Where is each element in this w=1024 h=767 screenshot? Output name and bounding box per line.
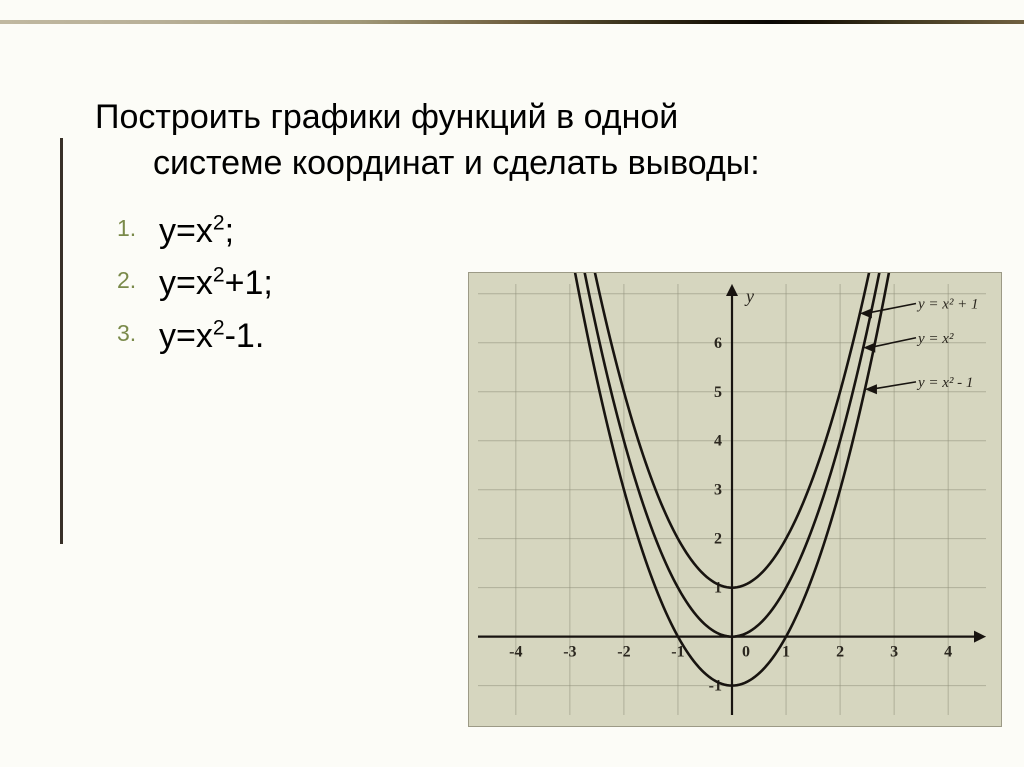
svg-text:0: 0 (742, 644, 750, 661)
svg-text:1: 1 (782, 644, 790, 661)
svg-text:3: 3 (890, 644, 898, 661)
parabolas-chart: -4-3-2-101234-1123456yy = x² + 1y = x²y … (468, 272, 1002, 727)
svg-text:2: 2 (714, 531, 722, 548)
svg-text:-2: -2 (617, 644, 630, 661)
svg-text:y: y (744, 286, 754, 306)
svg-text:4: 4 (944, 644, 952, 661)
svg-text:y = x²: y = x² (916, 331, 954, 347)
chart-container: -4-3-2-101234-1123456yy = x² + 1y = x²y … (468, 272, 1002, 727)
function-label: у=х2-1. (159, 317, 264, 355)
slide: Построить графики функций в одной систем… (0, 0, 1024, 767)
svg-text:3: 3 (714, 482, 722, 499)
decorative-top-gradient (0, 20, 1024, 24)
svg-text:4: 4 (714, 433, 722, 450)
svg-text:-3: -3 (563, 644, 576, 661)
decorative-left-rule (60, 138, 63, 544)
task-text-span: Построить графики функций в одной систем… (95, 95, 815, 187)
function-label: у=х2+1; (159, 264, 273, 302)
svg-text:6: 6 (714, 335, 722, 352)
svg-text:y = x² + 1: y = x² + 1 (916, 296, 979, 312)
svg-text:5: 5 (714, 384, 722, 401)
function-label: у=х2; (159, 212, 234, 250)
svg-text:y = x² - 1: y = x² - 1 (916, 375, 973, 391)
svg-text:2: 2 (836, 644, 844, 661)
svg-text:-4: -4 (509, 644, 522, 661)
task-text: Построить графики функций в одной систем… (95, 95, 815, 187)
function-item-1: у=х2; (117, 205, 984, 258)
